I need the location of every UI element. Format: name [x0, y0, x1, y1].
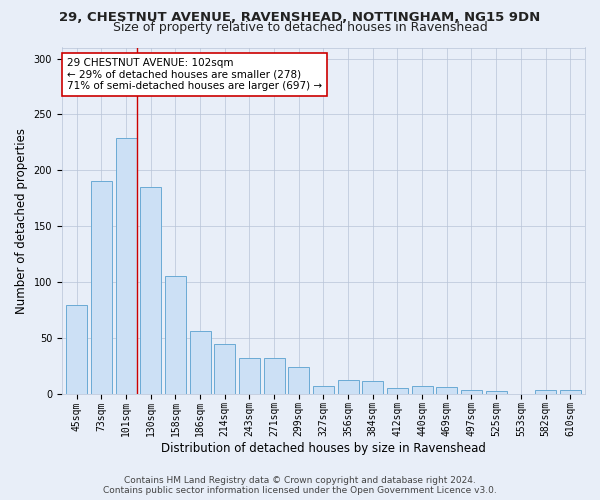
- Bar: [66, 306, 87, 394]
- Bar: [263, 358, 284, 394]
- Bar: [165, 276, 186, 394]
- Bar: [461, 390, 482, 394]
- Bar: [288, 367, 309, 394]
- X-axis label: Distribution of detached houses by size in Ravenshead: Distribution of detached houses by size …: [161, 442, 486, 455]
- Text: 29, CHESTNUT AVENUE, RAVENSHEAD, NOTTINGHAM, NG15 9DN: 29, CHESTNUT AVENUE, RAVENSHEAD, NOTTING…: [59, 11, 541, 24]
- Text: Size of property relative to detached houses in Ravenshead: Size of property relative to detached ho…: [113, 22, 487, 35]
- Bar: [387, 388, 408, 394]
- Bar: [214, 344, 235, 394]
- Bar: [190, 331, 211, 394]
- Bar: [485, 392, 506, 394]
- Bar: [116, 138, 137, 394]
- Bar: [239, 358, 260, 394]
- Text: Contains HM Land Registry data © Crown copyright and database right 2024.
Contai: Contains HM Land Registry data © Crown c…: [103, 476, 497, 495]
- Bar: [313, 386, 334, 394]
- Bar: [91, 182, 112, 394]
- Bar: [338, 380, 359, 394]
- Text: 29 CHESTNUT AVENUE: 102sqm
← 29% of detached houses are smaller (278)
71% of sem: 29 CHESTNUT AVENUE: 102sqm ← 29% of deta…: [67, 58, 322, 91]
- Bar: [436, 387, 457, 394]
- Bar: [362, 382, 383, 394]
- Bar: [560, 390, 581, 394]
- Bar: [140, 187, 161, 394]
- Bar: [412, 386, 433, 394]
- Y-axis label: Number of detached properties: Number of detached properties: [15, 128, 28, 314]
- Bar: [535, 390, 556, 394]
